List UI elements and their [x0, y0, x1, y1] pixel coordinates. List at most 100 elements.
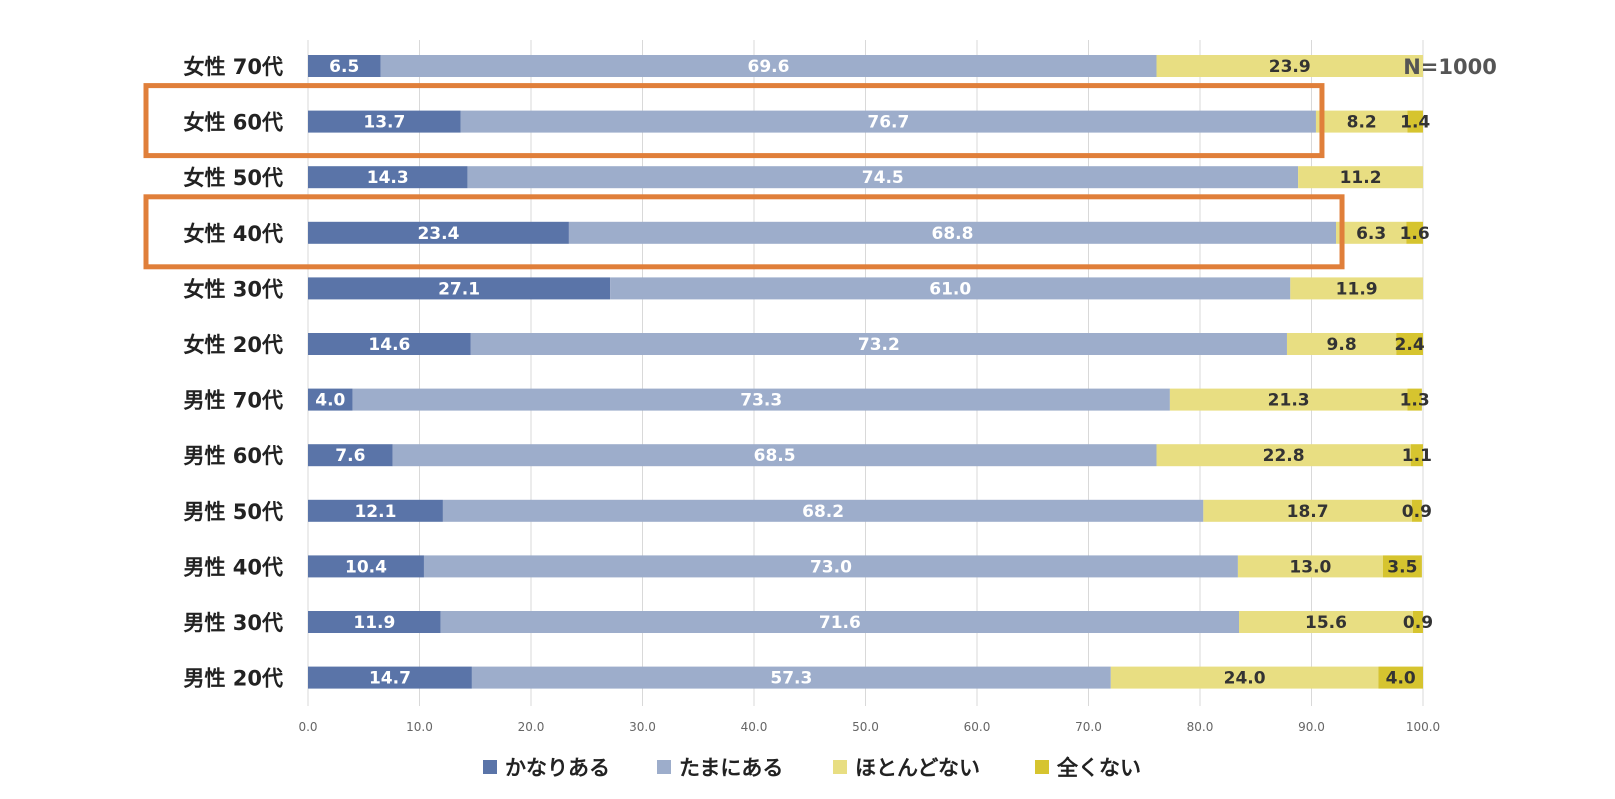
bar-segment	[1237, 555, 1383, 578]
x-tick-label: 90.0	[1298, 720, 1325, 734]
bar-segment	[1410, 444, 1423, 467]
data-label: 73.3	[740, 391, 782, 411]
bar-segment	[308, 221, 569, 244]
data-label: 69.6	[748, 57, 790, 77]
data-label: 73.0	[810, 557, 852, 577]
x-tick-label: 10.0	[406, 720, 433, 734]
category-label: 女性 60代	[183, 111, 283, 135]
data-label: 2.4	[1395, 335, 1425, 355]
bar-segment	[1110, 666, 1379, 689]
category-label: 男性 30代	[183, 611, 283, 635]
x-tick-label: 60.0	[964, 720, 991, 734]
bars	[308, 55, 1423, 689]
bar-segment	[470, 333, 1287, 355]
legend-label: ほとんどない	[855, 756, 980, 780]
data-label: 68.8	[931, 224, 973, 244]
data-label: 68.2	[802, 502, 844, 522]
data-label: 4.0	[1386, 669, 1416, 689]
data-label: 22.8	[1263, 446, 1305, 466]
sample-size-annotation: N=1000	[1403, 55, 1497, 79]
legend-label: かなりある	[505, 756, 610, 780]
bar-segment	[1336, 221, 1407, 244]
data-label: 11.2	[1340, 168, 1382, 188]
x-tick-label: 30.0	[629, 720, 656, 734]
data-label: 18.7	[1287, 502, 1329, 522]
bar-segment	[1239, 611, 1413, 633]
data-label: 14.3	[367, 168, 409, 188]
data-label: 61.0	[929, 279, 971, 299]
bar-segment	[1315, 110, 1408, 133]
category-label: 女性 50代	[183, 166, 283, 190]
data-label: 3.5	[1387, 557, 1417, 577]
category-label: 男性 70代	[183, 389, 283, 413]
bar-segment	[308, 55, 381, 77]
bar-segment	[1169, 388, 1408, 411]
data-label: 1.3	[1400, 391, 1430, 411]
data-label: 71.6	[819, 613, 861, 633]
bar-segment	[308, 277, 611, 300]
data-label: 10.4	[345, 557, 387, 577]
data-label: 24.0	[1224, 669, 1266, 689]
bar-segment	[308, 444, 393, 467]
data-label: 0.9	[1403, 613, 1433, 633]
data-label: 7.6	[335, 446, 365, 466]
bar-segment	[308, 333, 471, 355]
data-label: 57.3	[770, 669, 812, 689]
bar-segment	[1412, 611, 1423, 633]
legend-label: 全くない	[1056, 756, 1141, 780]
data-label: 27.1	[438, 279, 480, 299]
data-label: 1.6	[1400, 224, 1430, 244]
bar-segment	[308, 499, 443, 522]
bar-segment	[1286, 333, 1397, 355]
bar-segment	[1298, 166, 1423, 189]
legend-swatch	[657, 760, 671, 774]
x-tick-label: 40.0	[741, 720, 768, 734]
bar-segment	[308, 110, 461, 133]
bar-segment	[1156, 55, 1423, 77]
x-tick-label: 80.0	[1187, 720, 1214, 734]
category-label: 男性 40代	[183, 555, 283, 579]
bar-segment	[467, 166, 1299, 189]
x-axis-ticks: 0.0 10.0 20.0 30.0 40.0 50.0 60.0 70.0 80.0 90.0 1…	[298, 720, 1440, 734]
bar-segment	[1382, 555, 1422, 578]
x-tick-label: 50.0	[852, 720, 879, 734]
data-label: 1.1	[1402, 446, 1432, 466]
bar-segment	[308, 611, 441, 633]
category-label: 女性 30代	[183, 277, 283, 301]
bar-segment	[1290, 277, 1423, 300]
data-label: 21.3	[1268, 391, 1310, 411]
bar-segment	[442, 499, 1204, 522]
bar-segment	[1407, 388, 1422, 411]
data-label: 23.9	[1269, 57, 1311, 77]
data-label: 14.7	[369, 669, 411, 689]
bar-segment	[460, 110, 1316, 133]
bar-segment	[380, 55, 1157, 77]
data-label: 68.5	[754, 446, 796, 466]
highlight-box	[143, 83, 1325, 159]
bar-segment	[1378, 666, 1423, 689]
category-label: 女性 40代	[183, 222, 283, 246]
data-label: 9.8	[1327, 335, 1357, 355]
data-label: 4.0	[315, 391, 345, 411]
bar-segment	[440, 611, 1240, 633]
category-label: 男性 60代	[183, 444, 283, 468]
data-label: 11.9	[353, 613, 395, 633]
data-label: 8.2	[1347, 113, 1377, 133]
bar-segment	[1156, 444, 1411, 467]
category-label: 女性 20代	[183, 333, 283, 357]
category-label: 女性 70代	[183, 55, 283, 79]
data-label: 14.6	[368, 335, 410, 355]
data-label: 13.0	[1289, 557, 1331, 577]
category-label: 男性 50代	[183, 500, 283, 524]
bar-segment	[1396, 333, 1423, 355]
bar-segment	[352, 388, 1170, 411]
category-label: 男性 20代	[183, 667, 283, 691]
gridlines	[307, 40, 1424, 706]
data-label: 23.4	[417, 224, 459, 244]
bar-segment	[1203, 499, 1412, 522]
bar-segment	[568, 221, 1337, 244]
bar-segment	[308, 555, 424, 578]
bar-segment	[1411, 499, 1422, 522]
